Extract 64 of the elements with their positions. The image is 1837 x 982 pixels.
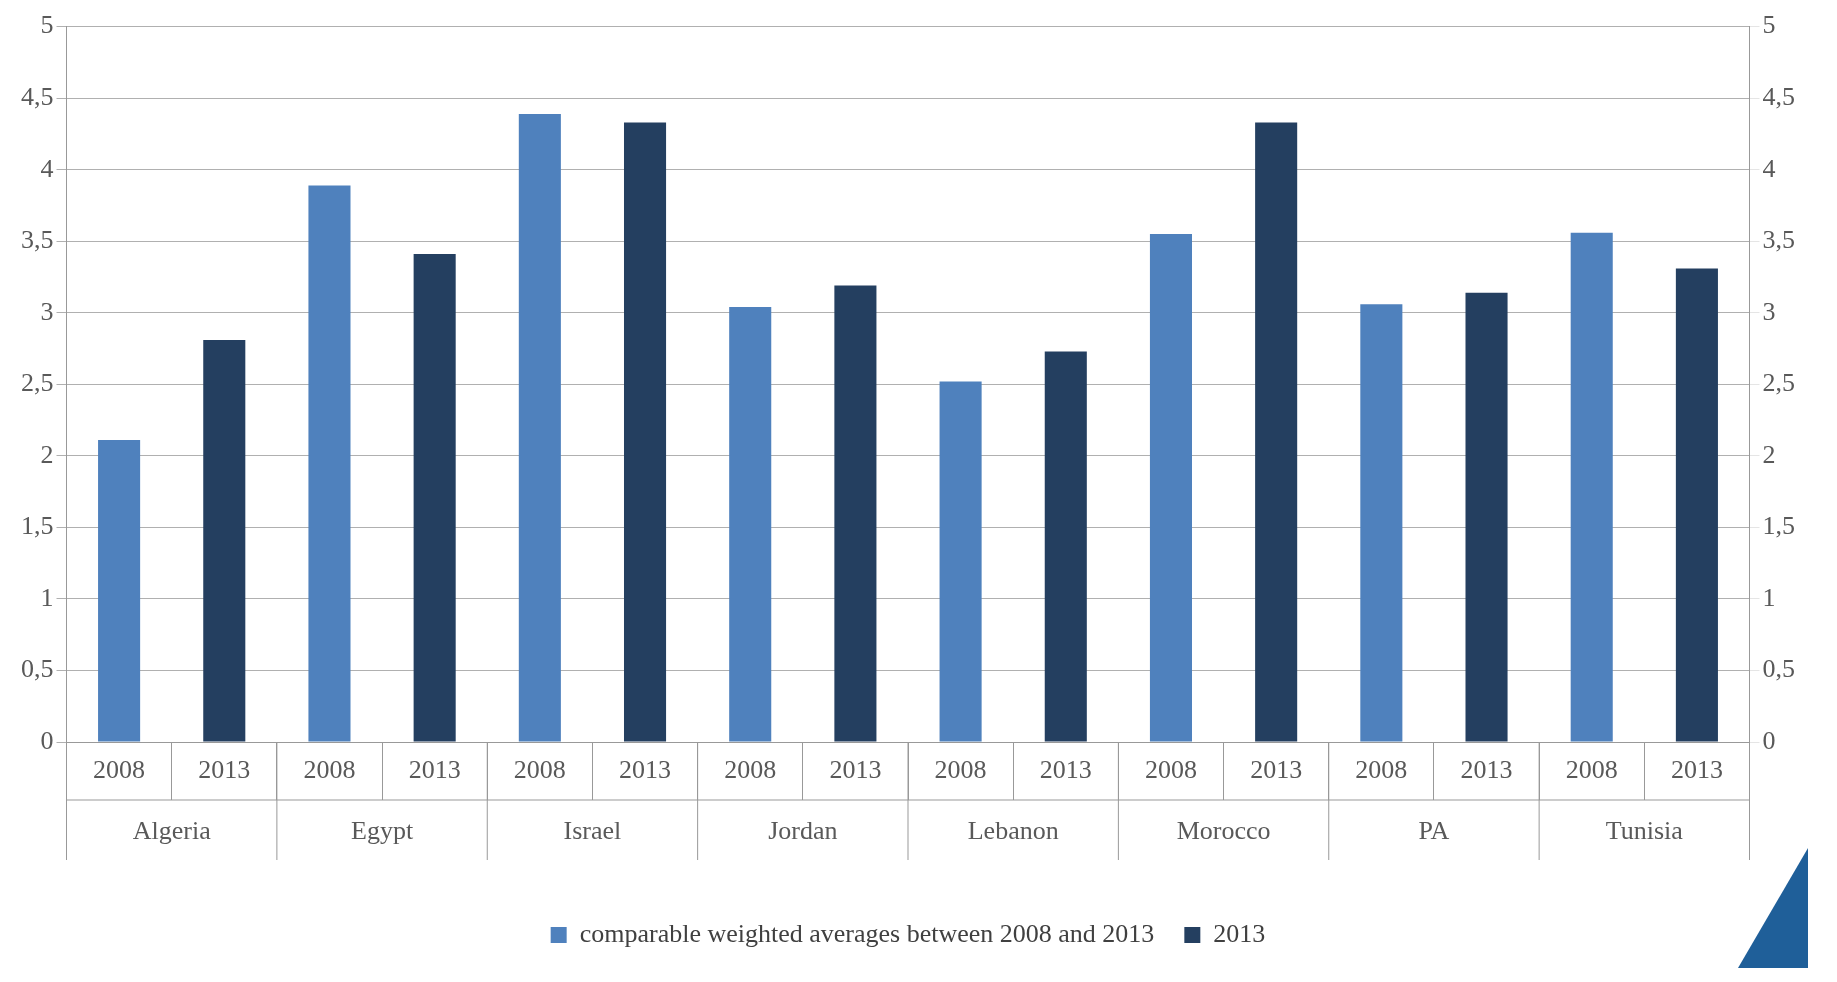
y-tick-label: 2,5: [21, 368, 54, 398]
x-tick-label: 2013: [619, 755, 672, 785]
x-tick-label: 2013: [829, 755, 882, 785]
y2-tick-label: 2,5: [1762, 368, 1795, 398]
y-tick-label: 1: [40, 582, 54, 612]
y-tick-label: 5: [40, 10, 54, 40]
x-tick-label: 2008: [93, 755, 146, 785]
y-tick-label: 4: [40, 153, 54, 183]
bar: [1149, 234, 1193, 742]
text: PA: [1418, 815, 1450, 845]
y2-tick-label: 0,5: [1762, 654, 1795, 684]
y-tick-label: 2: [40, 439, 54, 469]
y-tick-label: 3: [40, 296, 54, 326]
bar: [623, 122, 667, 742]
bar: [1465, 292, 1508, 742]
x-tick-label: 2013: [1250, 755, 1303, 785]
x-tick-label: 2013: [1039, 755, 1092, 785]
bar: [729, 307, 772, 742]
bar: [1044, 351, 1087, 742]
y-tick-label: 1,5: [21, 511, 54, 541]
x-tick-label: 2008: [1355, 755, 1408, 785]
x-tick-label: 2008: [303, 755, 356, 785]
y2-tick-label: 3,5: [1762, 225, 1795, 255]
x-tick-label: 2008: [513, 755, 566, 785]
text: Algeria: [132, 815, 212, 845]
x-tick-label: 2008: [724, 755, 777, 785]
y2-tick-label: 1,5: [1762, 511, 1795, 541]
bar: [1675, 268, 1718, 742]
bar: [834, 285, 877, 742]
x-tick-label: 2008: [1144, 755, 1197, 785]
y2-tick-label: 4,5: [1762, 81, 1795, 111]
text: Israel: [563, 815, 622, 845]
bar: [1255, 122, 1298, 742]
text: Morocco: [1176, 815, 1271, 845]
bar: [1570, 232, 1613, 742]
x-tick-label: 2013: [198, 755, 251, 785]
y-tick-label: 0: [40, 725, 54, 755]
x-tick-label: 2013: [1670, 755, 1723, 785]
legend-label: 2013: [1213, 918, 1266, 948]
bar: [98, 440, 141, 742]
x-tick-label: 2013: [1460, 755, 1513, 785]
x-tick-label: 2008: [1565, 755, 1618, 785]
text: Lebanon: [967, 815, 1059, 845]
legend-label: comparable weighted averages between 2008 and 2013: [579, 918, 1155, 948]
text: Jordan: [768, 815, 838, 845]
y-tick-label: 3,5: [21, 225, 54, 255]
y-tick-label: 4,5: [21, 81, 54, 111]
y2-tick-label: 5: [1762, 10, 1776, 40]
bar: [1360, 304, 1403, 742]
text: Tunisia: [1605, 815, 1684, 845]
y-tick-label: 0,5: [21, 654, 54, 684]
y2-tick-label: 2: [1762, 439, 1776, 469]
bar: [203, 339, 246, 742]
bar: [518, 113, 561, 742]
y2-tick-label: 0: [1762, 725, 1776, 755]
y2-tick-label: 4: [1762, 153, 1776, 183]
y2-tick-label: 1: [1762, 582, 1776, 612]
bar: [939, 381, 982, 742]
bar: [413, 254, 456, 742]
x-tick-label: 2013: [408, 755, 461, 785]
y2-tick-label: 3: [1762, 296, 1776, 326]
bar: [308, 185, 351, 742]
text: Egypt: [351, 815, 414, 845]
x-tick-label: 2008: [934, 755, 987, 785]
